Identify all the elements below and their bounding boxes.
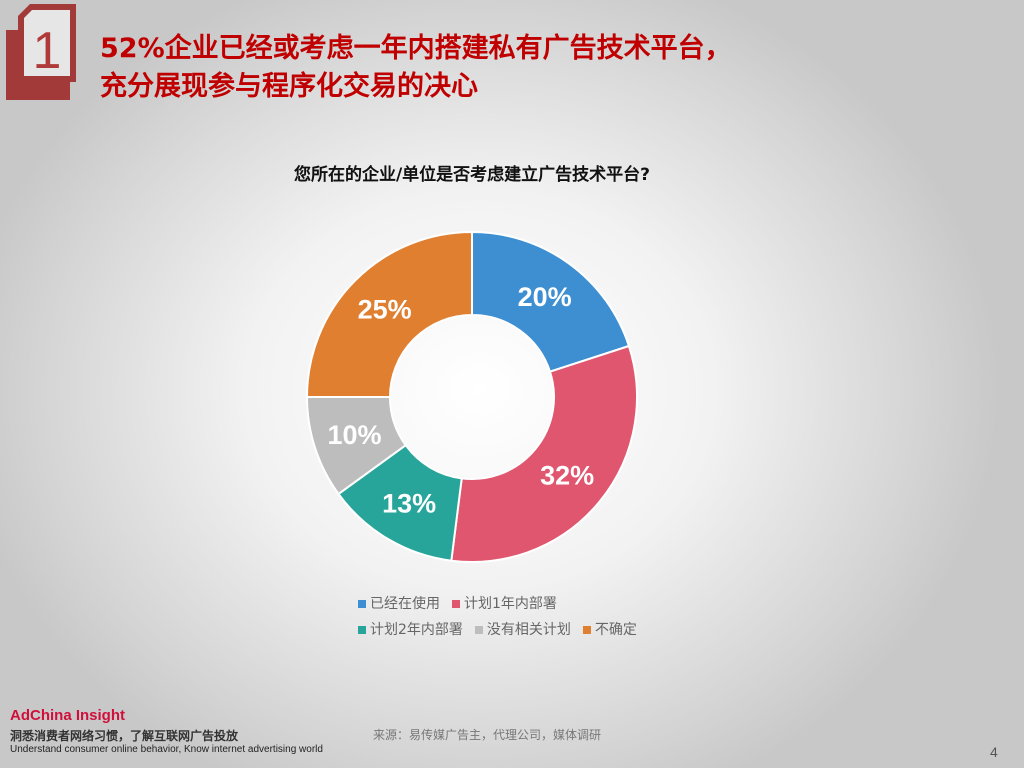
legend-item: 已经在使用	[358, 593, 440, 613]
brand-name: AdChina Insight	[10, 707, 125, 724]
legend-item: 没有相关计划	[474, 619, 571, 639]
data-label: 25%	[358, 295, 412, 325]
legend-swatch	[358, 600, 366, 608]
legend-swatch	[452, 600, 460, 608]
section-number-logo: 1	[6, 4, 76, 100]
data-label: 10%	[328, 420, 382, 450]
legend-row-2: 计划2年内部署 没有相关计划 不确定	[358, 619, 637, 639]
data-label: 13%	[382, 488, 436, 518]
title-line-2: 充分展现参与程序化交易的决心	[100, 71, 478, 102]
legend-swatch	[582, 626, 591, 634]
svg-text:1: 1	[33, 22, 62, 80]
page-number: 4	[990, 744, 998, 760]
page-title: 52%企业已经或考虑一年内搭建私有广告技术平台， 充分展现参与程序化交易的决心	[100, 30, 732, 106]
legend-swatch	[358, 626, 366, 634]
legend-item: 不确定	[582, 619, 637, 639]
data-label: 20%	[518, 282, 572, 312]
legend-item: 计划2年内部署	[358, 619, 463, 639]
donut-slice	[305, 230, 473, 398]
legend-swatch	[474, 626, 483, 634]
donut-slice	[450, 344, 638, 563]
source-note: 来源：易传媒广告主，代理公司，媒体调研	[373, 728, 602, 742]
legend-row-1: 已经在使用 计划1年内部署	[358, 593, 557, 613]
title-line-1: 52%企业已经或考虑一年内搭建私有广告技术平台，	[100, 33, 732, 64]
legend-item: 计划1年内部署	[452, 593, 557, 613]
slogan: 洞悉消费者网络习惯，了解互联网广告投放	[10, 729, 239, 743]
chart-title: 您所在的企业/单位是否考虑建立广告技术平台?	[293, 165, 651, 185]
slogan-en: Understand consumer online behavior, Kno…	[10, 744, 323, 755]
donut-slice	[471, 230, 631, 373]
data-label: 32%	[540, 461, 594, 491]
